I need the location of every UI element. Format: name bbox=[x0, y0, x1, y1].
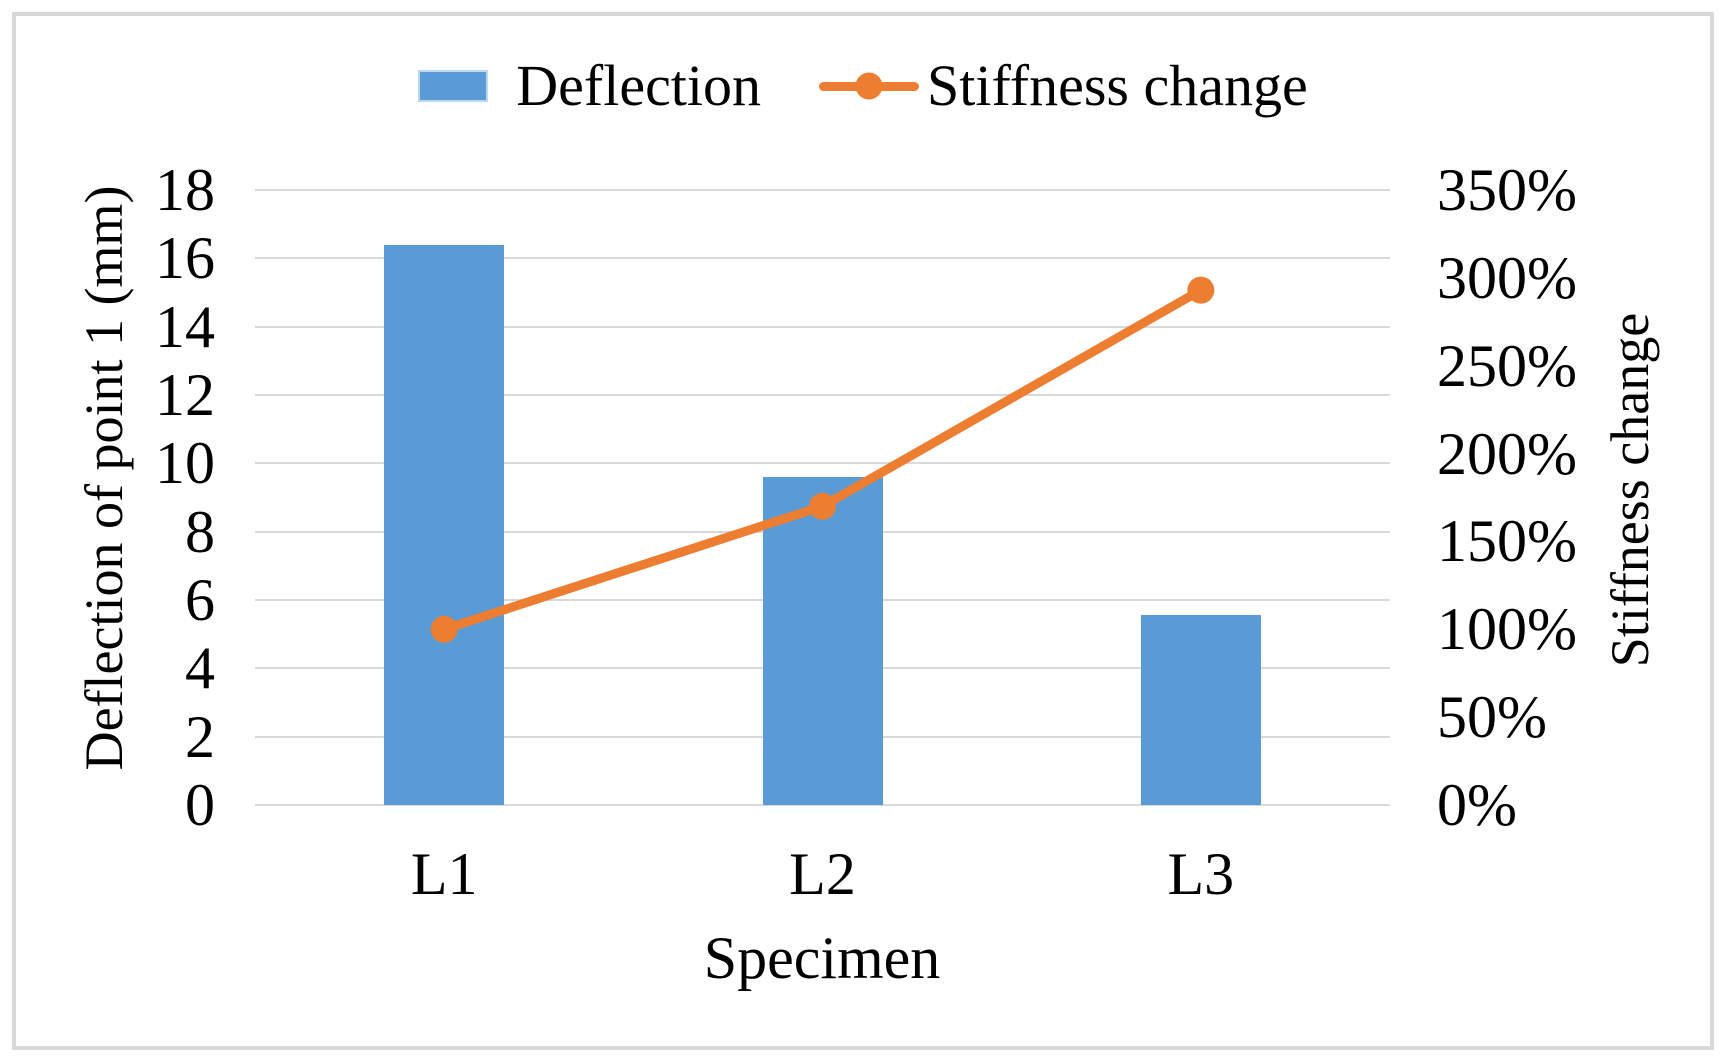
right-axis-title: Stiffness change bbox=[1600, 312, 1660, 668]
right-axis-tick-label: 350% bbox=[1437, 157, 1577, 223]
x-axis-title: Specimen bbox=[703, 925, 941, 991]
left-axis-tick-label: 2 bbox=[185, 703, 215, 770]
bar-L2 bbox=[762, 477, 883, 805]
legend-item-stiffness-change: Stiffness change bbox=[819, 50, 1308, 122]
right-axis-tick-label: 50% bbox=[1437, 684, 1547, 751]
left-axis-tick-label: 10 bbox=[155, 430, 215, 497]
bar-L1 bbox=[384, 244, 505, 805]
right-axis-tick-label: 250% bbox=[1437, 332, 1577, 399]
gridline bbox=[255, 189, 1390, 191]
legend-item-deflection: Deflection bbox=[418, 50, 761, 122]
left-axis-tick-label: 8 bbox=[185, 498, 215, 565]
right-axis-tick-label: 0% bbox=[1437, 772, 1517, 838]
left-axis-tick-label: 16 bbox=[155, 225, 215, 292]
left-axis-tick-label: 4 bbox=[185, 635, 215, 702]
legend-label-deflection: Deflection bbox=[516, 53, 762, 118]
legend-line-marker-icon bbox=[819, 72, 920, 100]
left-axis-title: Deflection of point 1 (mm) bbox=[74, 185, 134, 771]
left-axis-tick-label: 18 bbox=[155, 157, 215, 223]
left-axis-tick-label: 0 bbox=[185, 772, 215, 838]
legend-bar-swatch-icon bbox=[418, 70, 489, 102]
right-axis-tick-label: 300% bbox=[1437, 244, 1577, 311]
x-axis-category-label: L1 bbox=[410, 841, 478, 907]
right-axis-tick-label: 150% bbox=[1437, 508, 1577, 575]
gridline bbox=[255, 257, 1390, 260]
bar-L3 bbox=[1140, 615, 1261, 805]
legend-line-dot-icon bbox=[855, 72, 883, 100]
left-axis-tick-label: 14 bbox=[155, 293, 215, 360]
left-axis-tick-label: 12 bbox=[155, 362, 215, 428]
legend: Deflection Stiffness change bbox=[0, 50, 1726, 122]
x-axis-category-label: L2 bbox=[789, 841, 856, 907]
x-axis-category-label: L3 bbox=[1167, 841, 1235, 907]
right-axis-tick-label: 100% bbox=[1437, 596, 1577, 663]
left-axis-tick-label: 6 bbox=[185, 567, 215, 633]
legend-label-stiffness-change: Stiffness change bbox=[927, 53, 1308, 118]
right-axis-tick-label: 200% bbox=[1437, 420, 1577, 487]
gridline bbox=[255, 804, 1390, 806]
